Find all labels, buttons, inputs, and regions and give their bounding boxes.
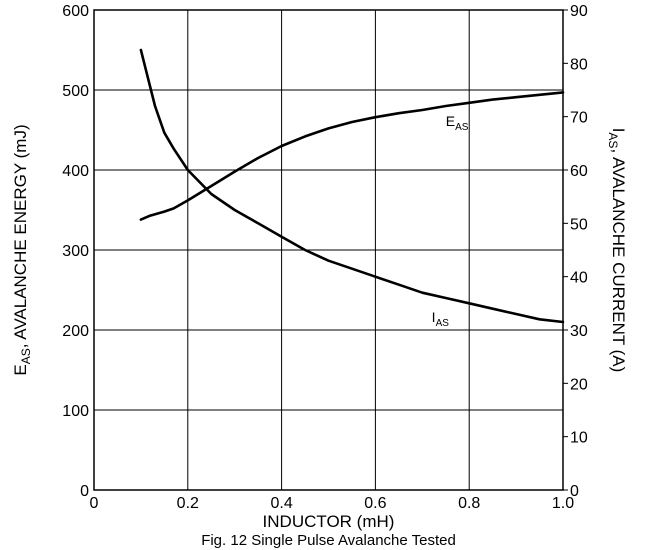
series-lines [139, 48, 565, 324]
y-left-tick-label: 400 [62, 163, 89, 180]
y-right-tick-label: 0 [570, 483, 579, 500]
y-right-tick-label: 70 [570, 110, 588, 127]
series-label-eas-sub: AS [455, 122, 469, 133]
x-tick-label: 1.0 [552, 495, 574, 512]
series-label-ias-sub: AS [436, 318, 450, 329]
y-left-tick-label: 200 [62, 323, 89, 340]
ias-current-line [139, 48, 565, 324]
y-right-label-sub: AS [606, 132, 620, 148]
y-left-tick-label: 600 [62, 3, 89, 20]
eas-energy-line [139, 91, 565, 221]
y-right-axis-label: IAS, AVALANCHE CURRENT (A) [606, 128, 628, 373]
y-right-label-main: I [609, 128, 628, 133]
y-right-tick-label: 30 [570, 323, 588, 340]
y-right-tick-label: 90 [570, 3, 588, 20]
y-left-label-sub: AS [19, 348, 33, 364]
x-tick-label: 0.8 [458, 495, 480, 512]
series-label-eas: EAS [446, 113, 469, 133]
series-label-eas-main: E [446, 113, 455, 129]
x-tick-label: 0.6 [364, 495, 386, 512]
y-right-tick-label: 80 [570, 56, 588, 73]
y-right-label-rest: , AVALANCHE CURRENT (A) [609, 148, 628, 372]
y-left-label-rest: , AVALANCHE ENERGY (mJ) [11, 124, 30, 348]
y-right-tick-labels: 0 10 20 30 40 50 60 70 80 90 [563, 3, 588, 500]
x-tick-label: 0 [90, 495, 99, 512]
grid-lines [94, 10, 563, 490]
x-tick-label: 0.2 [177, 495, 199, 512]
y-right-tick-label: 50 [570, 216, 588, 233]
x-axis-label: INDUCTOR (mH) [263, 512, 395, 531]
y-right-tick-label: 10 [570, 430, 588, 447]
series-label-ias-main: I [432, 309, 436, 325]
y-left-label-main: E [11, 364, 30, 375]
y-left-tick-label: 100 [62, 403, 89, 420]
chart-title: Fig. 12 Single Pulse Avalanche Tested [201, 532, 456, 549]
y-right-tick-label: 60 [570, 163, 588, 180]
y-right-tick-label: 40 [570, 270, 588, 287]
plot-frame [93, 9, 564, 491]
y-left-tick-label: 0 [80, 483, 89, 500]
x-tick-labels: 0 0.2 0.4 0.6 0.8 1.0 [90, 495, 575, 512]
y-left-tick-labels: 0 100 200 300 400 500 600 [62, 3, 89, 500]
y-left-tick-label: 500 [62, 83, 89, 100]
series-label-ias: IAS [432, 309, 450, 329]
x-tick-label: 0.4 [270, 495, 292, 512]
y-left-tick-label: 300 [62, 243, 89, 260]
y-right-tick-label: 20 [570, 376, 588, 393]
y-left-axis-label: EAS, AVALANCHE ENERGY (mJ) [11, 124, 33, 375]
